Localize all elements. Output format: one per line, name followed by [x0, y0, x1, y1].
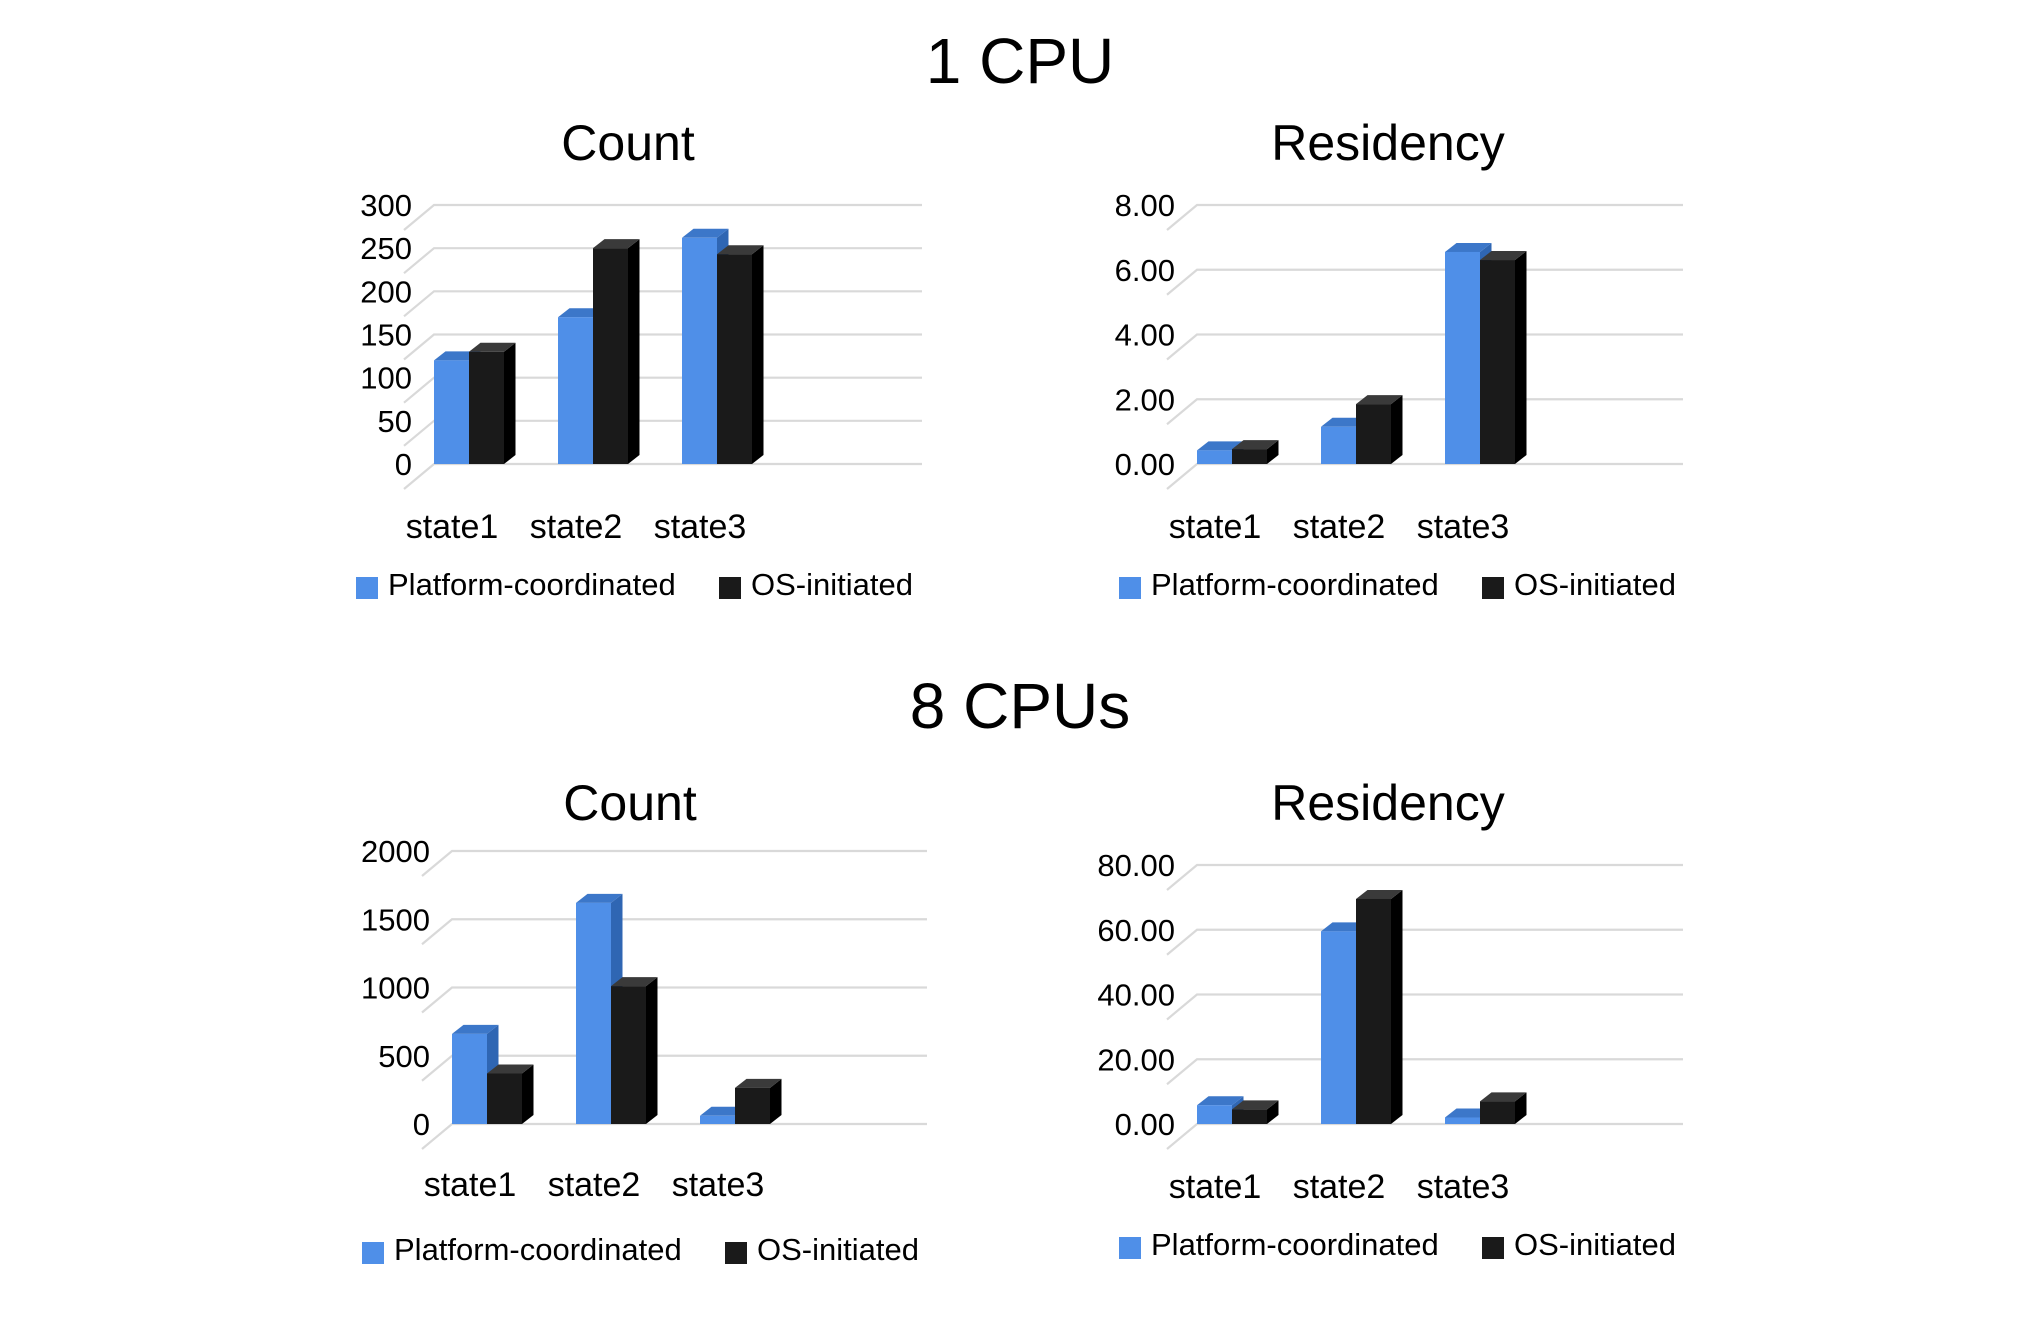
- svg-text:state3: state3: [1417, 1168, 1510, 1206]
- svg-text:state3: state3: [1417, 508, 1510, 546]
- svg-text:500: 500: [378, 1039, 430, 1074]
- svg-text:state1: state1: [406, 508, 499, 546]
- svg-text:4.00: 4.00: [1115, 318, 1175, 353]
- svg-text:Platform-coordinated: Platform-coordinated: [394, 1232, 682, 1267]
- svg-text:state1: state1: [1169, 1168, 1262, 1206]
- svg-text:6.00: 6.00: [1115, 253, 1175, 288]
- svg-text:100: 100: [360, 361, 412, 396]
- svg-text:2000: 2000: [361, 834, 430, 869]
- svg-text:1500: 1500: [361, 902, 430, 937]
- svg-text:200: 200: [360, 274, 412, 309]
- svg-text:state1: state1: [424, 1166, 517, 1204]
- svg-text:state3: state3: [654, 508, 747, 546]
- svg-text:1000: 1000: [361, 971, 430, 1006]
- svg-text:250: 250: [360, 231, 412, 266]
- svg-text:Platform-coordinated: Platform-coordinated: [1151, 1227, 1439, 1262]
- svg-text:Residency: Residency: [1271, 115, 1504, 171]
- svg-text:Count: Count: [563, 775, 697, 831]
- svg-text:8.00: 8.00: [1115, 188, 1175, 223]
- svg-text:Count: Count: [561, 115, 695, 171]
- svg-text:300: 300: [360, 188, 412, 223]
- svg-text:0.00: 0.00: [1115, 447, 1175, 482]
- svg-text:80.00: 80.00: [1097, 848, 1175, 883]
- svg-text:state2: state2: [530, 508, 623, 546]
- svg-text:1 CPU: 1 CPU: [926, 25, 1115, 97]
- svg-text:state2: state2: [1293, 1168, 1386, 1206]
- svg-text:60.00: 60.00: [1097, 913, 1175, 948]
- svg-text:20.00: 20.00: [1097, 1042, 1175, 1077]
- svg-text:OS-initiated: OS-initiated: [751, 567, 913, 602]
- svg-text:OS-initiated: OS-initiated: [1514, 1227, 1676, 1262]
- svg-text:0: 0: [395, 447, 412, 482]
- svg-text:8 CPUs: 8 CPUs: [910, 670, 1131, 742]
- svg-text:2.00: 2.00: [1115, 382, 1175, 417]
- svg-text:state1: state1: [1169, 508, 1262, 546]
- svg-text:OS-initiated: OS-initiated: [757, 1232, 919, 1267]
- svg-text:state3: state3: [672, 1166, 765, 1204]
- svg-text:40.00: 40.00: [1097, 978, 1175, 1013]
- svg-text:OS-initiated: OS-initiated: [1514, 567, 1676, 602]
- svg-text:Platform-coordinated: Platform-coordinated: [1151, 567, 1439, 602]
- svg-text:state2: state2: [548, 1166, 641, 1204]
- svg-text:0: 0: [413, 1107, 430, 1142]
- svg-text:state2: state2: [1293, 508, 1386, 546]
- svg-text:Platform-coordinated: Platform-coordinated: [388, 567, 676, 602]
- svg-text:Residency: Residency: [1271, 775, 1504, 831]
- svg-text:50: 50: [378, 404, 412, 439]
- svg-text:150: 150: [360, 318, 412, 353]
- svg-text:0.00: 0.00: [1115, 1107, 1175, 1142]
